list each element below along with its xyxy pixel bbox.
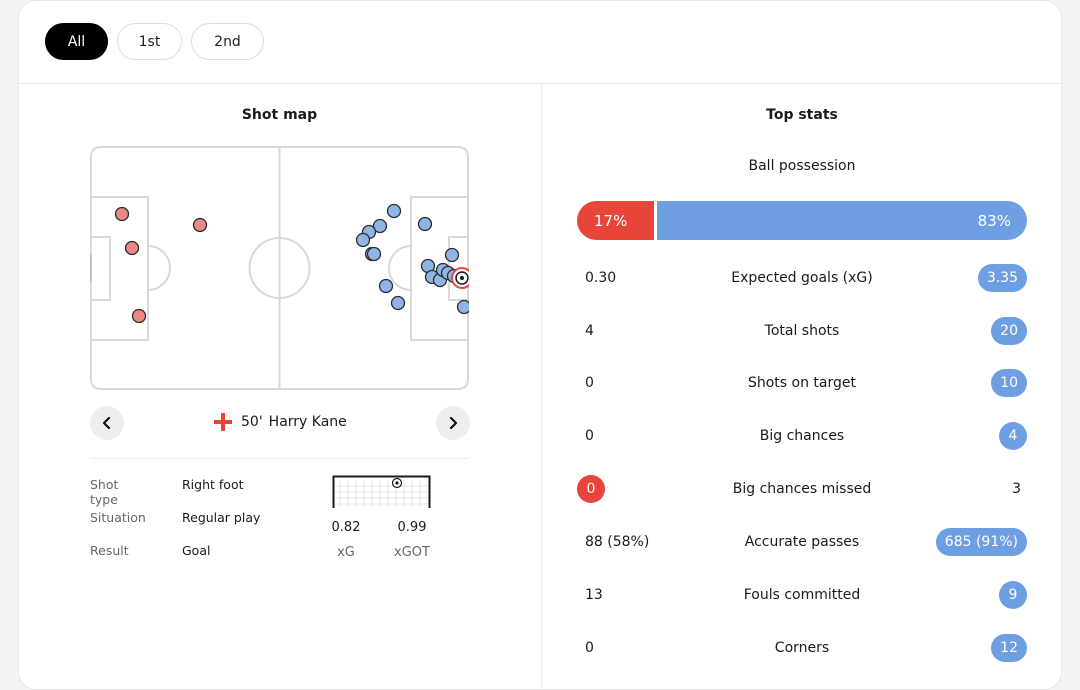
stat-label: Accurate passes (744, 534, 860, 550)
possession-away-value: 83% (977, 211, 1011, 230)
stat-label: Expected goals (xG) (731, 270, 873, 286)
tab-second-half[interactable]: 2nd (191, 23, 264, 60)
column-divider (541, 84, 542, 689)
stat-row-total-shots: 4 Total shots 20 (577, 317, 1027, 345)
shot-details-divider (90, 458, 469, 459)
away-shot-marker (456, 299, 469, 315)
situation-label: Situation (90, 510, 146, 525)
result-label: Result (90, 543, 129, 558)
stat-away-value: 4 (999, 422, 1027, 450)
stat-label: Total shots (764, 323, 840, 339)
left-penalty-arc (147, 245, 171, 291)
stat-row-corners: 0 Corners 12 (577, 634, 1027, 662)
away-shot-marker (355, 232, 371, 248)
stat-away-value: 685 (91%) (935, 528, 1027, 556)
xgot-label: xGOT (394, 545, 430, 560)
next-shot-button[interactable] (436, 406, 470, 440)
stat-row-shots-on-target: 0 Shots on target 10 (577, 369, 1027, 397)
stat-away-value: 20 (991, 317, 1027, 345)
top-stats-title: Top stats (766, 107, 838, 123)
stat-row-accurate-passes: 88 (58%) Accurate passes 685 (91%) (577, 528, 1027, 556)
stat-home-value: 0 (577, 475, 605, 503)
stat-away-value: 10 (991, 369, 1027, 397)
stat-home-value: 0.30 (585, 270, 617, 286)
left-goal-area (90, 236, 111, 301)
stat-home-value: 0 (585, 375, 594, 391)
stat-row-big-chances: 0 Big chances 4 (577, 422, 1027, 450)
match-stats-card: All 1st 2nd Shot map (18, 0, 1062, 690)
home-shots (114, 206, 208, 324)
away-shot-marker (366, 246, 382, 262)
possession-home-value: 17% (594, 211, 628, 230)
away-shot-marker (417, 216, 433, 232)
home-shot-marker (192, 217, 208, 233)
away-shot-marker (386, 203, 402, 219)
stat-label: Fouls committed (743, 587, 861, 603)
situation-value: Regular play (182, 510, 261, 525)
stat-label: Shots on target (747, 375, 856, 391)
shot-map-title: Shot map (241, 107, 318, 123)
stat-away-value: 12 (991, 634, 1027, 662)
stat-home-value: 4 (585, 323, 594, 339)
stat-home-value: 0 (585, 640, 594, 656)
home-shot-marker (124, 240, 140, 256)
home-shot-marker (114, 206, 130, 222)
stat-row-big-chances-missed: 0 Big chances missed 3 (577, 475, 1027, 503)
shot-map-pitch (90, 146, 469, 390)
stat-label: Big chances missed (732, 481, 872, 497)
xgot-value: 0.99 (397, 520, 427, 535)
stat-row-xg: 0.30 Expected goals (xG) 3.35 (577, 264, 1027, 292)
right-penalty-arc (388, 245, 412, 291)
xg-value: 0.82 (331, 520, 361, 535)
previous-shot-button[interactable] (90, 406, 124, 440)
shot-type-value: Right foot (182, 477, 244, 492)
tab-first-half[interactable]: 1st (117, 23, 182, 60)
away-shot-marker (390, 295, 406, 311)
shot-minute: 50' (241, 414, 263, 430)
england-flag-icon (214, 413, 232, 431)
result-value: Goal (182, 543, 211, 558)
selected-shot-marker (451, 267, 469, 289)
selected-shot-info: 50' Harry Kane (214, 413, 347, 431)
away-shot-marker (378, 278, 394, 294)
goal-frame-diagram (332, 475, 431, 508)
stat-home-value: 13 (585, 587, 603, 603)
header-divider (19, 83, 1061, 84)
stat-away-value: 3.35 (977, 264, 1027, 292)
shot-player-name: Harry Kane (268, 414, 347, 430)
stat-home-value: 88 (58%) (585, 534, 650, 550)
shot-type-label: Shot type (90, 477, 119, 507)
centre-circle (248, 237, 311, 299)
possession-away-bar: 83% (657, 201, 1027, 240)
chevron-left-icon (102, 417, 111, 429)
xg-label: xG (337, 545, 355, 560)
away-shots (355, 203, 469, 315)
home-shot-marker (131, 308, 147, 324)
stat-label: Big chances (759, 428, 845, 444)
stat-away-value: 9 (999, 581, 1027, 609)
possession-label: Ball possession (748, 158, 856, 174)
stat-label: Corners (774, 640, 830, 656)
away-shot-marker (444, 247, 460, 263)
tab-all[interactable]: All (45, 23, 108, 60)
away-shot-marker (372, 218, 388, 234)
stat-away-value: 3 (1012, 481, 1021, 497)
stat-row-fouls: 13 Fouls committed 9 (577, 581, 1027, 609)
chevron-right-icon (449, 417, 458, 429)
period-tabs: All 1st 2nd (45, 23, 264, 60)
stat-home-value: 0 (585, 428, 594, 444)
possession-home-bar: 17% (577, 201, 654, 240)
